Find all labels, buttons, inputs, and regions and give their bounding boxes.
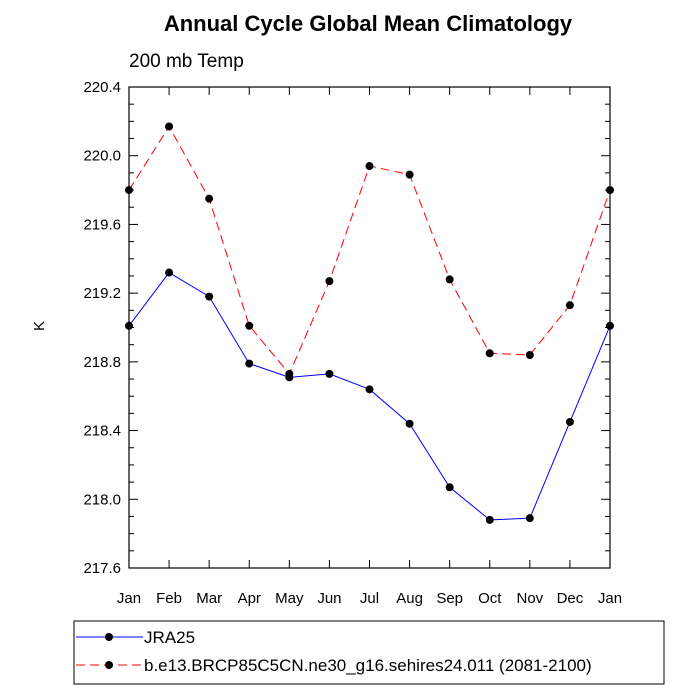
series-1-point [245,359,254,368]
series-1-point [325,369,334,378]
y-tick-label: 217.6 [83,560,121,577]
x-tick-label: Jan [598,590,622,607]
plot-frame [128,86,611,569]
x-tick-label: Sep [436,590,463,607]
series-1-point [525,514,534,523]
series-2-point [606,186,614,195]
series-2-point [445,275,454,284]
series-2-point [565,301,574,310]
legend-marker-1 [105,633,113,641]
x-tick-label: Mar [196,590,222,607]
series-2-point [285,369,294,378]
legend-marker-2 [105,661,113,669]
chart-subtitle: 200 mb Temp [129,51,244,72]
series-2-point [125,186,133,195]
y-tick-label: 220.4 [83,79,121,96]
series-2-point [245,321,254,330]
y-tick-label: 219.6 [83,216,121,233]
chart-title: Annual Cycle Global Mean Climatology [164,11,573,36]
x-tick-label: Jul [360,590,379,607]
series-2-point [365,162,374,171]
x-tick-label: May [275,590,304,607]
x-tick-label: Aug [396,590,423,607]
series-2-point [325,277,334,286]
series-1-point [565,417,574,426]
legend-label-1: JRA25 [144,628,195,647]
series-2-point [405,170,414,179]
x-tick-label: Oct [478,590,502,607]
x-tick-label: Jan [117,590,141,607]
series-1-point [405,419,414,428]
y-axis-label: K [31,321,48,331]
y-tick-label: 218.8 [83,354,121,371]
x-tick-label: Feb [156,590,182,607]
series-2-point [205,194,214,203]
series-2-point [525,350,534,359]
x-tick-label: Apr [238,590,261,607]
series-line-1 [128,271,611,521]
plot-area: Jan Feb Mar Apr May Jun Jul Aug Sep Oct Nov Dec Jan 2… [83,79,622,607]
y-tick-label: 218.4 [83,423,121,440]
legend: JRA25 b.e13.BRCP85C5CN.ne30_g16.sehires24… [73,620,665,685]
legend-box [73,620,665,685]
series-1-point [205,292,214,301]
y-tick-label: 220.0 [83,148,121,165]
series-1-point [606,321,614,330]
series-2-point [165,122,174,131]
series-1-point [125,321,133,330]
series-1-point [165,268,174,277]
x-tick-label: Dec [557,590,584,607]
legend-label-2: b.e13.BRCP85C5CN.ne30_g16.sehires24.011 … [144,656,592,675]
series-1-point [365,385,374,394]
series-1-point [445,483,454,492]
y-tick-label: 218.0 [83,491,121,508]
series-2-point [485,349,494,358]
x-tick-label: Jun [317,590,341,607]
y-tick-label: 219.2 [83,285,121,302]
series-1-point [485,515,494,524]
x-tick-label: Nov [516,590,543,607]
